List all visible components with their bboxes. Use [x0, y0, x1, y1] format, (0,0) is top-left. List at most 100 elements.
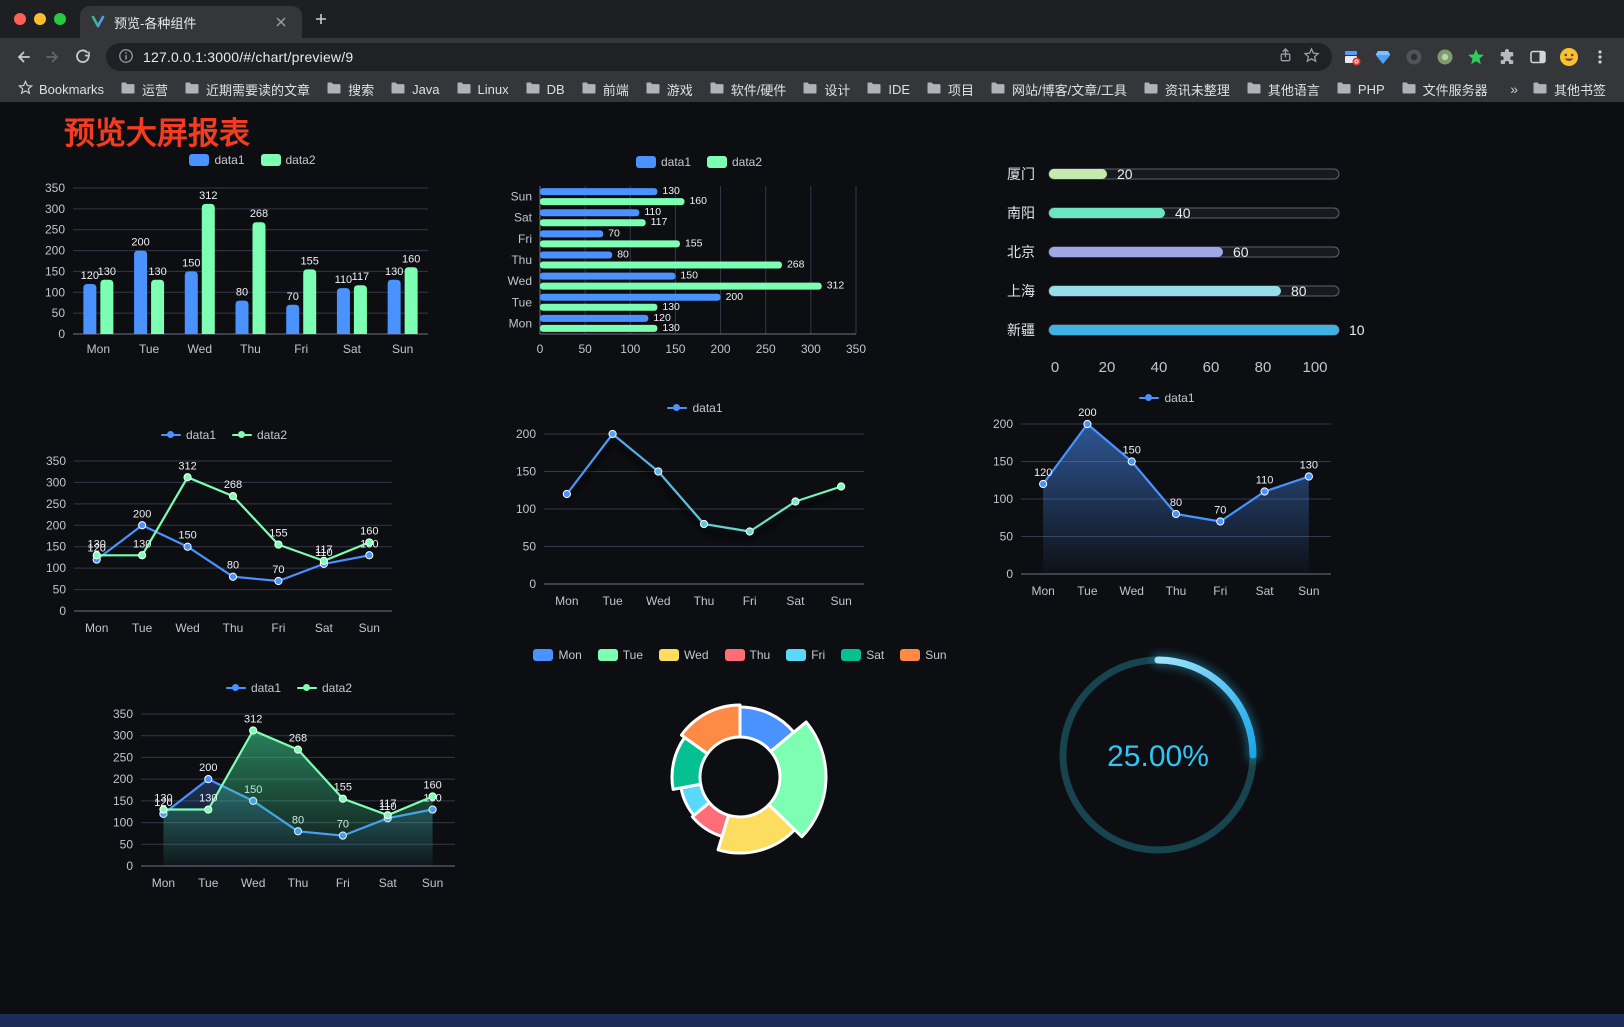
- bookmark-folder-item[interactable]: IDE: [858, 80, 918, 99]
- bookmark-folder-item[interactable]: 近期需要读的文章: [176, 80, 318, 99]
- bookmark-folder-item[interactable]: DB: [517, 80, 573, 99]
- legend-item[interactable]: Tue: [597, 648, 643, 662]
- legend-item[interactable]: Thu: [724, 648, 770, 662]
- bookmark-folder-item[interactable]: 文件服务器: [1393, 80, 1496, 99]
- svg-text:Thu: Thu: [223, 621, 244, 635]
- bookmark-folder-item[interactable]: 其他语言: [1238, 80, 1328, 99]
- bookmark-label: Linux: [477, 81, 509, 97]
- dual-area-line-chart: data1 data2 0 50 100 150 200 250 300 350 Mon Tue Wed…: [95, 678, 483, 898]
- back-button[interactable]: [8, 42, 38, 72]
- bookmark-star-icon[interactable]: [1303, 47, 1320, 67]
- legend-item[interactable]: Mon: [533, 648, 582, 662]
- legend-item[interactable]: Sat: [841, 648, 884, 662]
- bookmarks-root-item[interactable]: Bookmarks: [10, 79, 112, 98]
- svg-text:Tue: Tue: [139, 342, 160, 356]
- legend-item[interactable]: data2: [232, 428, 287, 442]
- chart-legend: data1 data2: [95, 678, 483, 698]
- bookmark-label: 项目: [948, 82, 975, 98]
- folder-icon: [456, 81, 472, 98]
- site-info-icon[interactable]: [118, 48, 134, 67]
- sidebar-toggle-icon[interactable]: [1526, 45, 1550, 69]
- folder-icon: [326, 81, 342, 98]
- svg-text:110: 110: [644, 206, 661, 218]
- legend-item[interactable]: data1: [189, 153, 245, 167]
- other-bookmarks-item[interactable]: 其他书签: [1524, 80, 1614, 99]
- window-minimize-button[interactable]: [34, 13, 46, 25]
- green-star-extension-icon[interactable]: [1464, 45, 1488, 69]
- legend-item[interactable]: Wed: [659, 648, 709, 662]
- puzzle-extensions-icon[interactable]: [1495, 45, 1519, 69]
- address-bar[interactable]: 127.0.0.1:3000/#/chart/preview/9: [106, 43, 1332, 71]
- green-circle-extension-icon[interactable]: [1433, 45, 1457, 69]
- bookmark-folder-item[interactable]: 资讯未整理: [1135, 80, 1238, 99]
- svg-text:80: 80: [1291, 283, 1307, 299]
- legend-item[interactable]: data2: [707, 155, 762, 169]
- folder-icon: [390, 81, 406, 98]
- dark-circle-extension-icon[interactable]: [1402, 45, 1426, 69]
- svg-text:100: 100: [113, 816, 133, 830]
- svg-text:0: 0: [537, 342, 544, 356]
- svg-text:Wed: Wed: [1119, 584, 1143, 598]
- legend-item[interactable]: data1: [160, 428, 216, 442]
- gauge-chart: 25.00%: [1038, 635, 1278, 875]
- svg-text:Sat: Sat: [343, 342, 362, 356]
- svg-text:80: 80: [227, 560, 239, 572]
- legend-item[interactable]: data1: [635, 155, 691, 169]
- bookmark-folder-item[interactable]: 软件/硬件: [701, 80, 795, 99]
- url-text[interactable]: 127.0.0.1:3000/#/chart/preview/9: [143, 49, 354, 65]
- new-tab-button[interactable]: [310, 8, 332, 30]
- table-extension-icon[interactable]: [1340, 45, 1364, 69]
- legend-item[interactable]: data1: [1139, 391, 1195, 405]
- svg-text:130: 130: [199, 793, 217, 805]
- bookmark-folder-item[interactable]: 项目: [918, 80, 982, 99]
- legend-label: data1: [250, 681, 281, 695]
- legend-item[interactable]: data1: [667, 401, 723, 415]
- share-icon[interactable]: [1277, 47, 1294, 67]
- legend-label: data2: [257, 428, 288, 442]
- reload-button[interactable]: [68, 42, 98, 72]
- svg-text:Mon: Mon: [85, 621, 108, 635]
- svg-text:Mon: Mon: [1031, 584, 1054, 598]
- svg-text:350: 350: [113, 707, 133, 721]
- bookmark-folder-item[interactable]: 网站/博客/文章/工具: [982, 80, 1135, 99]
- bookmark-folder-item[interactable]: Java: [382, 80, 447, 99]
- bookmark-folder-item[interactable]: 运营: [112, 80, 176, 99]
- svg-text:Tue: Tue: [602, 594, 623, 608]
- svg-text:100: 100: [516, 502, 536, 516]
- folder-icon: [802, 81, 818, 98]
- svg-text:0: 0: [1006, 567, 1013, 581]
- svg-text:Sat: Sat: [514, 211, 533, 225]
- bookmarks-overflow-chevron[interactable]: »: [1510, 81, 1518, 97]
- bookmark-folder-item[interactable]: PHP: [1328, 80, 1393, 99]
- svg-text:Thu: Thu: [1166, 584, 1187, 598]
- bookmark-folder-item[interactable]: 设计: [794, 80, 858, 99]
- window-close-button[interactable]: [14, 13, 26, 25]
- svg-text:200: 200: [711, 342, 731, 356]
- chart-legend: data1: [498, 398, 892, 418]
- browser-tab[interactable]: 预览-各种组件: [80, 6, 302, 38]
- legend-item[interactable]: data2: [297, 681, 352, 695]
- svg-text:Sat: Sat: [786, 594, 805, 608]
- svg-text:Wed: Wed: [175, 621, 199, 635]
- svg-text:Thu: Thu: [694, 594, 715, 608]
- svg-text:60: 60: [1203, 359, 1220, 376]
- toolbar-extensions: [1340, 45, 1616, 69]
- svg-text:200: 200: [993, 417, 1013, 431]
- legend-item[interactable]: Fri: [786, 648, 825, 662]
- gem-extension-icon[interactable]: [1371, 45, 1395, 69]
- tab-close-icon[interactable]: [270, 11, 292, 33]
- folder-icon: [120, 81, 136, 98]
- window-zoom-button[interactable]: [54, 13, 66, 25]
- profile-avatar[interactable]: [1557, 45, 1581, 69]
- kebab-menu-icon[interactable]: [1588, 45, 1612, 69]
- legend-item[interactable]: data1: [225, 681, 281, 695]
- legend-item[interactable]: Sun: [900, 648, 947, 662]
- bookmark-folder-item[interactable]: Linux: [448, 80, 517, 99]
- forward-button[interactable]: [38, 42, 68, 72]
- bookmark-folder-item[interactable]: 游戏: [637, 80, 701, 99]
- bookmark-folder-item[interactable]: 前端: [573, 80, 637, 99]
- tab-title: 预览-各种组件: [114, 15, 197, 31]
- legend-item[interactable]: data2: [260, 153, 316, 167]
- bookmark-folder-item[interactable]: 搜索: [318, 80, 382, 99]
- svg-text:Tue: Tue: [198, 876, 219, 890]
